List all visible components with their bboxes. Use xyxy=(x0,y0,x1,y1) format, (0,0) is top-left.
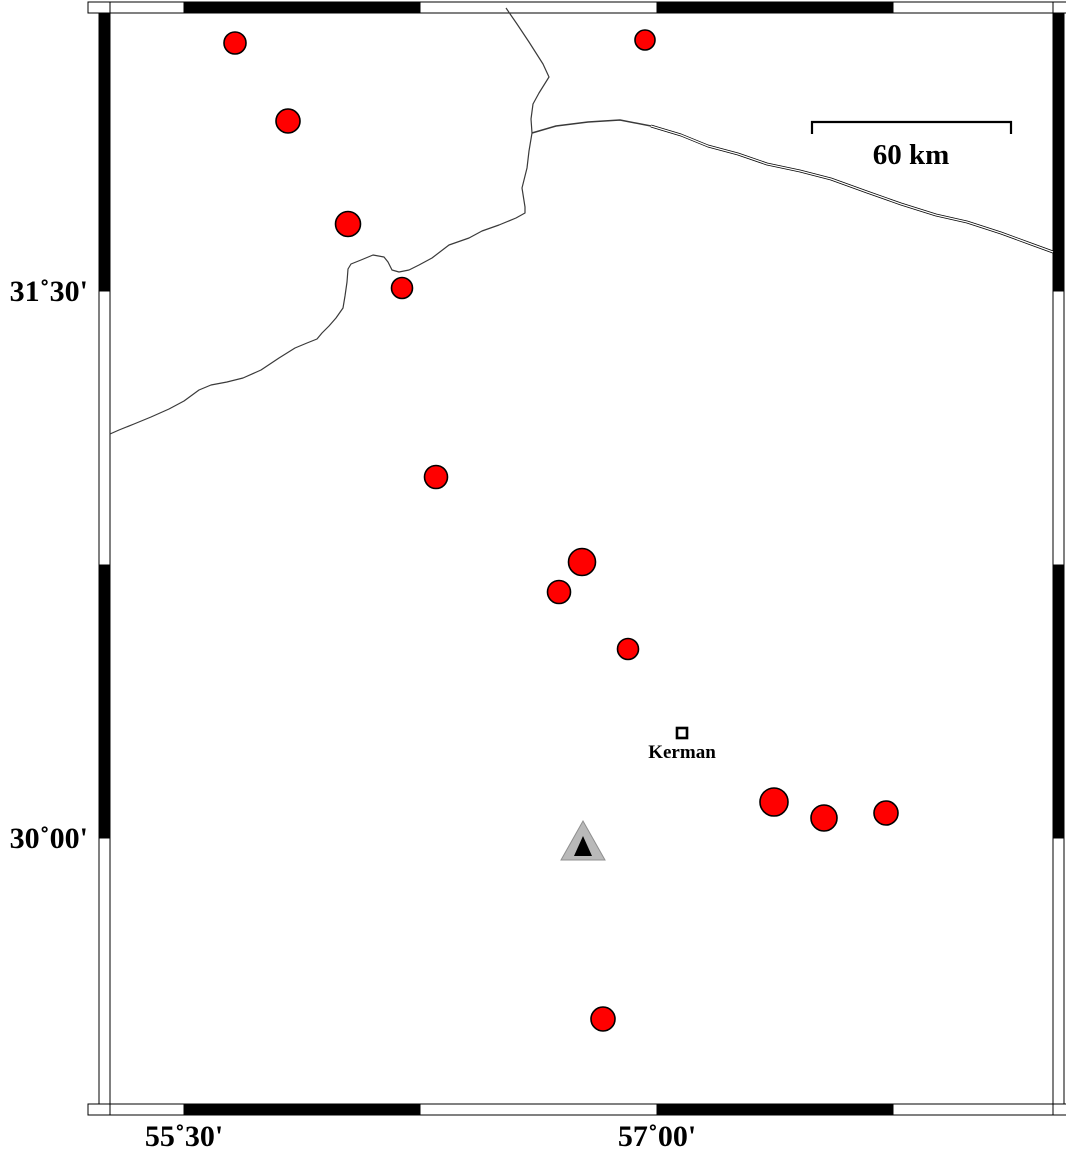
frame-band-left xyxy=(98,12,111,292)
plot-outline xyxy=(109,12,1054,1105)
station-triangle-inner xyxy=(574,836,592,856)
map-frame-border xyxy=(87,1,1066,1116)
frame-band-bottom xyxy=(656,1103,894,1116)
epicenter-marker xyxy=(275,108,301,134)
epicenter-marker xyxy=(223,31,247,55)
frame-corner-box xyxy=(87,1,111,14)
epicenter-marker xyxy=(616,637,640,661)
lon-label-55-30: 55˚30' xyxy=(145,1120,223,1153)
epicenter-marker xyxy=(546,579,572,605)
boundaries-layer xyxy=(109,7,550,435)
frame-corner-box xyxy=(87,1103,111,1116)
frame-corner-box xyxy=(1052,1103,1066,1116)
epicenter-marker xyxy=(759,787,789,817)
city-square-symbol xyxy=(675,726,689,740)
epicenter-marker xyxy=(334,210,362,238)
frame-band-right xyxy=(1052,837,1065,1105)
epicenter-marker xyxy=(390,276,414,300)
epicenter-marker xyxy=(590,1006,616,1032)
frame-band-top xyxy=(892,1,1054,14)
epicenter-marker xyxy=(423,464,449,490)
frame-band-right xyxy=(1052,564,1065,839)
boundary-line-south-branch xyxy=(109,132,533,435)
station-layer xyxy=(560,819,606,861)
lon-label-57-00: 57˚00' xyxy=(618,1120,696,1153)
lat-label-31-30: 31˚30' xyxy=(10,275,88,308)
frame-band-left xyxy=(98,564,111,839)
frame-band-bottom xyxy=(892,1103,1054,1116)
frame-band-top xyxy=(419,1,658,14)
frame-corner-box xyxy=(1052,1,1066,14)
boundary-line-north-branch xyxy=(505,7,550,134)
city-symbol-layer xyxy=(675,726,689,740)
scale-bar-bracket xyxy=(810,120,1013,134)
frame-band-top xyxy=(183,1,421,14)
scale-bar-label: 60 km xyxy=(873,139,950,171)
epicenter-marker xyxy=(567,547,597,577)
epicenters-layer xyxy=(223,29,899,1032)
road-casing xyxy=(650,124,1054,254)
frame-band-bottom xyxy=(109,1103,185,1116)
road-layer xyxy=(531,119,1054,254)
frame-band-left xyxy=(98,837,111,1105)
frame-band-left xyxy=(98,290,111,566)
epicenter-marker xyxy=(634,29,656,51)
city-label-kerman: Kerman xyxy=(648,742,716,763)
lat-label-30-00: 30˚00' xyxy=(10,822,88,855)
frame-band-bottom xyxy=(419,1103,658,1116)
frame-band-bottom xyxy=(183,1103,421,1116)
frame-band-top xyxy=(109,1,185,14)
epicenter-marker xyxy=(873,800,899,826)
scale-bar xyxy=(810,120,1013,134)
frame-band-right xyxy=(1052,290,1065,566)
epicenter-marker xyxy=(810,804,838,832)
road-single-segment xyxy=(531,119,652,134)
frame-band-top xyxy=(656,1,894,14)
frame-band-right xyxy=(1052,12,1065,292)
road-centerline xyxy=(650,125,1054,253)
